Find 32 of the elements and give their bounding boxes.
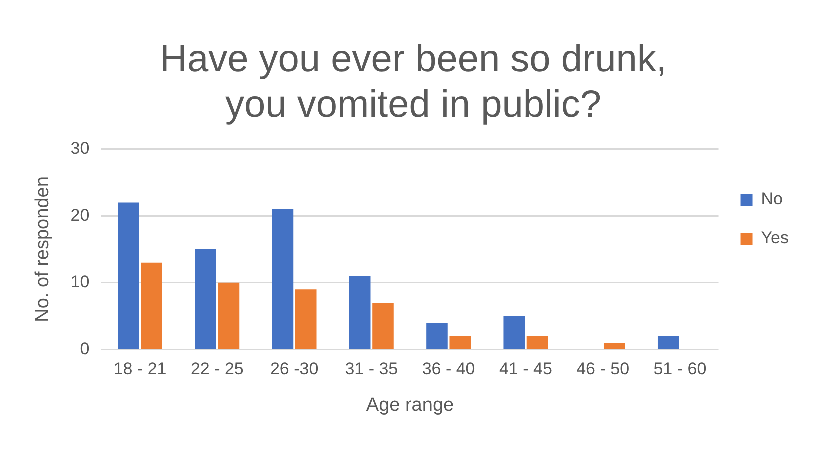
bar	[218, 282, 240, 350]
x-tick-label: 26 -30	[270, 360, 319, 379]
text: you vomited in public?	[226, 84, 602, 126]
bar	[349, 276, 371, 350]
bar	[526, 336, 548, 350]
bar	[426, 323, 448, 350]
text: Have you ever been so drunk,	[160, 38, 667, 80]
bar	[295, 290, 317, 350]
bar	[372, 302, 394, 350]
bar	[450, 336, 472, 350]
bar	[118, 202, 140, 350]
x-tick-label: 51 - 60	[654, 360, 707, 379]
x-tick-label: 31 - 35	[345, 360, 398, 379]
x-axis-title: Age range	[366, 394, 454, 416]
bar	[658, 336, 680, 350]
bar	[604, 343, 626, 350]
bar	[272, 209, 294, 350]
y-tick-label: 0	[80, 339, 90, 358]
x-tick-label: 36 - 40	[422, 360, 476, 379]
bar	[504, 316, 526, 350]
x-tick-label: 22 - 25	[190, 360, 244, 379]
x-tick-label: 46 - 50	[576, 360, 630, 379]
bar	[195, 250, 216, 350]
y-tick-label: 30	[70, 138, 90, 158]
bar	[141, 262, 162, 350]
x-tick-label: 18 - 21	[114, 360, 167, 379]
legend-label: Yes	[761, 228, 789, 248]
y-axis-title: No. of responden	[32, 176, 54, 322]
legend-label: No	[761, 190, 783, 209]
x-tick-label: 41 - 45	[499, 360, 552, 379]
y-tick-label: 20	[70, 206, 90, 225]
y-tick-label: 10	[70, 272, 90, 292]
